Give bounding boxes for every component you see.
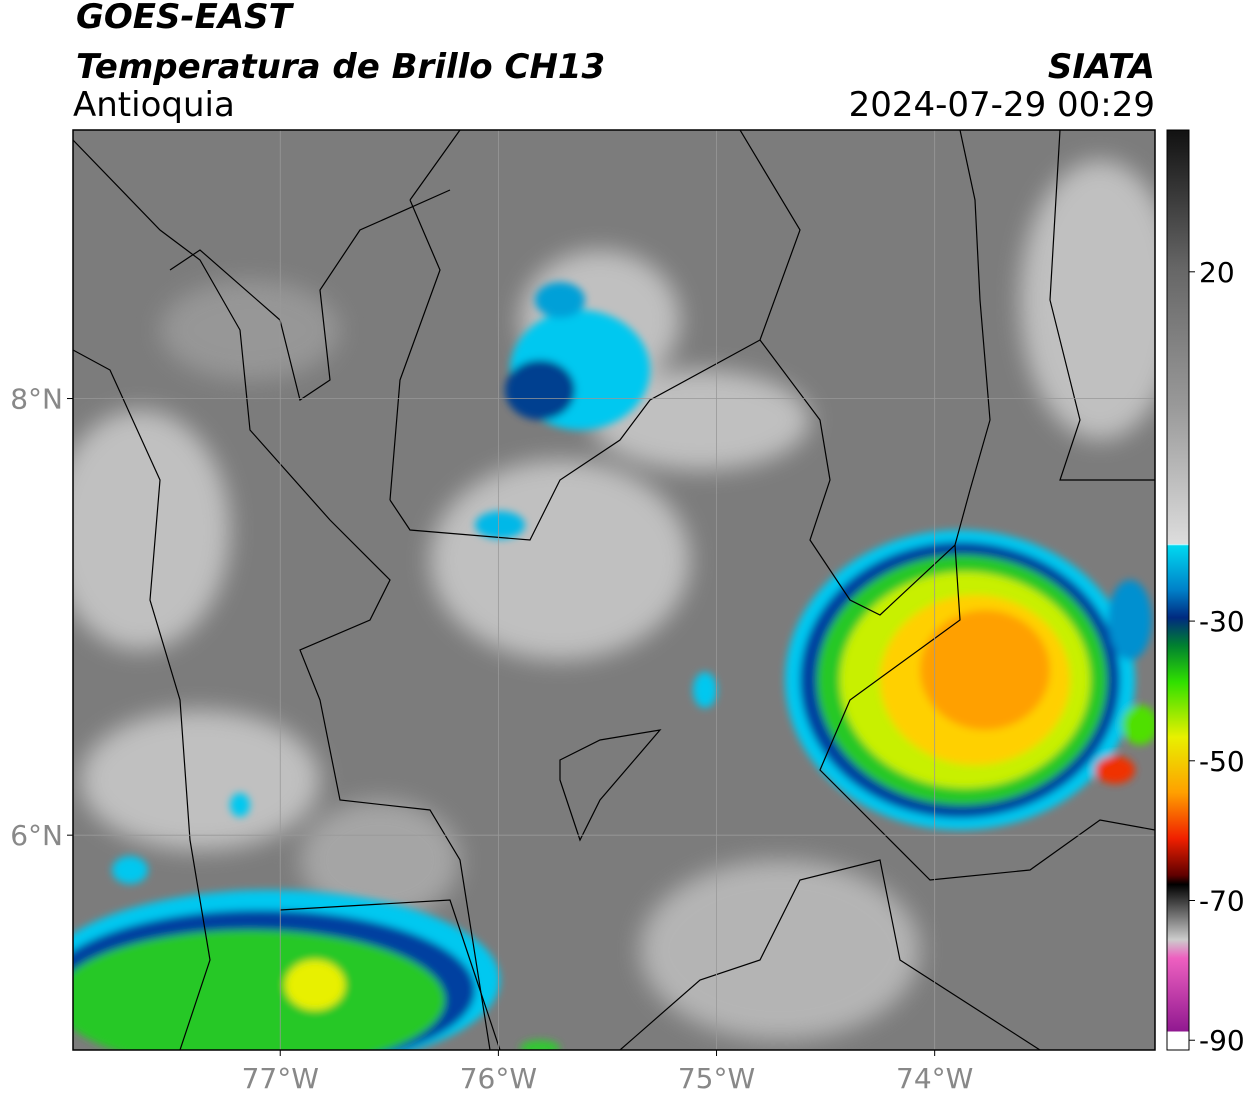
datetime: 2024-07-29 00:29 — [849, 85, 1155, 125]
x-tick-label: 74°W — [896, 1062, 973, 1095]
colorbar-tick-label: 20 — [1199, 256, 1235, 289]
x-tick-label: 75°W — [678, 1062, 755, 1095]
satellite-image — [73, 130, 1155, 1050]
colorbar-tick-label: -30 — [1199, 605, 1245, 638]
x-tick-label: 77°W — [242, 1062, 319, 1095]
y-tick-label: 6°N — [10, 819, 63, 852]
x-tick-label: 76°W — [460, 1062, 537, 1095]
source: SIATA — [1048, 47, 1155, 87]
colorbar-tick-label: -90 — [1199, 1024, 1245, 1057]
colorbar-tick-label: -70 — [1199, 885, 1245, 918]
title-satellite: GOES-EAST — [76, 0, 295, 37]
subtitle-region: Antioquia — [73, 85, 235, 125]
boundaries — [73, 130, 1155, 1050]
map-frame — [72, 129, 1156, 1051]
y-tick-label: 8°N — [10, 383, 63, 416]
title-product: Temperatura de Brillo CH13 — [76, 47, 605, 87]
colorbar-tick-label: -50 — [1199, 745, 1245, 778]
colorbar — [1166, 129, 1190, 1051]
